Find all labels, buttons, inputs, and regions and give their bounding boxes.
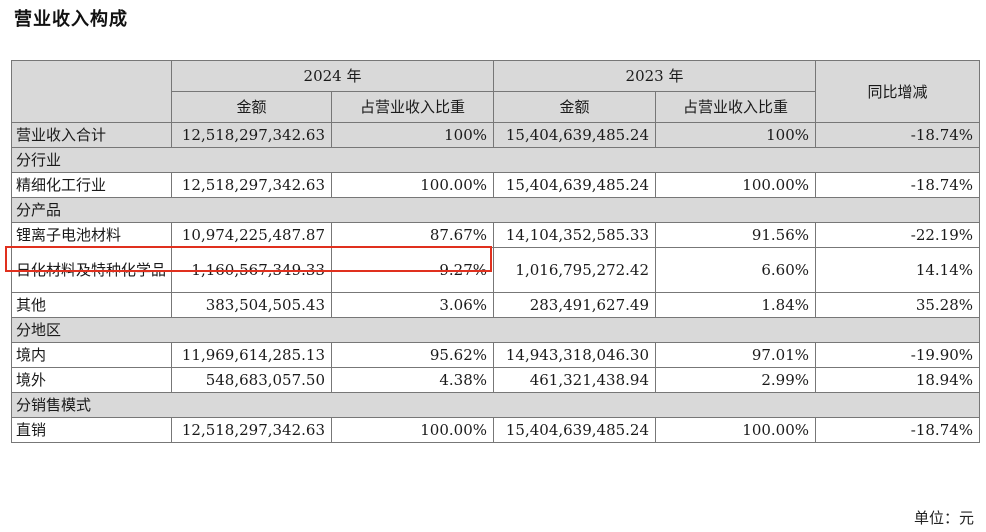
section-row-industry: 分行业 xyxy=(10,147,981,173)
table-row-daily-chem: 日化材料及特种化学品 1,160,567,349.33 9.27% 1,016,… xyxy=(11,247,981,293)
amount-2023-cell: 461,321,438.94 xyxy=(493,367,657,393)
revenue-table: 2024 年 2023 年 同比增减 金额 占营业收入比重 金额 占营业收入比重… xyxy=(10,60,981,443)
yoy-cell: -19.90% xyxy=(815,342,981,368)
share-2024-cell: 100.00% xyxy=(330,172,495,198)
amount-2023-cell: 1,016,795,272.42 xyxy=(493,247,657,293)
share-2024-cell: 87.67% xyxy=(330,222,495,248)
unit-label: 单位：元 xyxy=(913,509,974,527)
amount-2023-cell: 15,404,639,485.24 xyxy=(493,417,657,443)
share-2024-cell: 9.27% xyxy=(330,247,495,293)
table-row-overseas: 境外 548,683,057.50 4.38% 461,321,438.94 2… xyxy=(11,367,981,393)
header-amount-2024: 金额 xyxy=(171,91,332,123)
section-label: 分行业 xyxy=(10,147,981,173)
row-label: 营业收入合计 xyxy=(11,122,172,148)
share-2023-cell: 1.84% xyxy=(655,292,817,318)
table-row-total: 营业收入合计 12,518,297,342.63 100% 15,404,639… xyxy=(11,122,981,148)
amount-2024-cell: 11,969,614,285.13 xyxy=(171,342,332,368)
share-2023-cell: 100.00% xyxy=(655,172,817,198)
share-2024-cell: 100% xyxy=(330,122,495,148)
share-2023-cell: 2.99% xyxy=(655,367,817,393)
amount-2024-cell: 10,974,225,487.87 xyxy=(171,222,332,248)
amount-2024-cell: 12,518,297,342.63 xyxy=(171,122,332,148)
row-label: 境内 xyxy=(11,342,172,368)
section-label: 分地区 xyxy=(10,317,981,343)
section-label: 分产品 xyxy=(10,197,981,223)
section-label: 分销售模式 xyxy=(10,392,981,418)
amount-2023-cell: 15,404,639,485.24 xyxy=(493,122,657,148)
yoy-cell: -18.74% xyxy=(815,417,981,443)
row-label: 锂离子电池材料 xyxy=(11,222,172,248)
header-year-2023: 2023 年 xyxy=(493,60,817,92)
yoy-cell: -18.74% xyxy=(815,172,981,198)
amount-2024-cell: 548,683,057.50 xyxy=(171,367,332,393)
section-row-sales-mode: 分销售模式 xyxy=(10,392,981,418)
table-row-domestic: 境内 11,969,614,285.13 95.62% 14,943,318,0… xyxy=(11,342,981,368)
share-2023-cell: 91.56% xyxy=(655,222,817,248)
amount-2024-cell: 383,504,505.43 xyxy=(171,292,332,318)
amount-2023-cell: 14,943,318,046.30 xyxy=(493,342,657,368)
yoy-cell: -18.74% xyxy=(815,122,981,148)
yoy-cell: -22.19% xyxy=(815,222,981,248)
share-2023-cell: 97.01% xyxy=(655,342,817,368)
row-label: 境外 xyxy=(11,367,172,393)
amount-2023-cell: 283,491,627.49 xyxy=(493,292,657,318)
yoy-cell: 35.28% xyxy=(815,292,981,318)
share-2023-cell: 6.60% xyxy=(655,247,817,293)
header-blank xyxy=(11,60,172,123)
table-row-direct: 直销 12,518,297,342.63 100.00% 15,404,639,… xyxy=(11,417,981,443)
share-2024-cell: 3.06% xyxy=(330,292,495,318)
amount-2024-cell: 12,518,297,342.63 xyxy=(171,172,332,198)
header-year-2024: 2024 年 xyxy=(170,60,495,92)
page-title: 营业收入构成 xyxy=(14,9,128,30)
share-2023-cell: 100.00% xyxy=(655,417,817,443)
yoy-cell: 18.94% xyxy=(815,367,981,393)
amount-2023-cell: 15,404,639,485.24 xyxy=(493,172,657,198)
table-row-fine-chem: 精细化工行业 12,518,297,342.63 100.00% 15,404,… xyxy=(11,172,981,198)
header-share-2023: 占营业收入比重 xyxy=(655,91,817,123)
amount-2024-cell: 1,160,567,349.33 xyxy=(171,247,332,293)
row-label: 其他 xyxy=(11,292,172,318)
row-label: 直销 xyxy=(11,417,172,443)
header-yoy: 同比增减 xyxy=(815,60,981,123)
header-amount-2023: 金额 xyxy=(493,91,657,123)
table-row-other: 其他 383,504,505.43 3.06% 283,491,627.49 1… xyxy=(11,292,981,318)
amount-2023-cell: 14,104,352,585.33 xyxy=(493,222,657,248)
row-label: 精细化工行业 xyxy=(11,172,172,198)
header-share-2024: 占营业收入比重 xyxy=(330,91,495,123)
section-row-region: 分地区 xyxy=(10,317,981,343)
amount-2024-cell: 12,518,297,342.63 xyxy=(171,417,332,443)
share-2024-cell: 4.38% xyxy=(330,367,495,393)
share-2024-cell: 100.00% xyxy=(330,417,495,443)
share-2023-cell: 100% xyxy=(655,122,817,148)
table-row-li-battery: 锂离子电池材料 10,974,225,487.87 87.67% 14,104,… xyxy=(11,222,981,248)
row-label: 日化材料及特种化学品 xyxy=(11,247,172,293)
yoy-cell: 14.14% xyxy=(815,247,981,293)
section-row-product: 分产品 xyxy=(10,197,981,223)
share-2024-cell: 95.62% xyxy=(330,342,495,368)
